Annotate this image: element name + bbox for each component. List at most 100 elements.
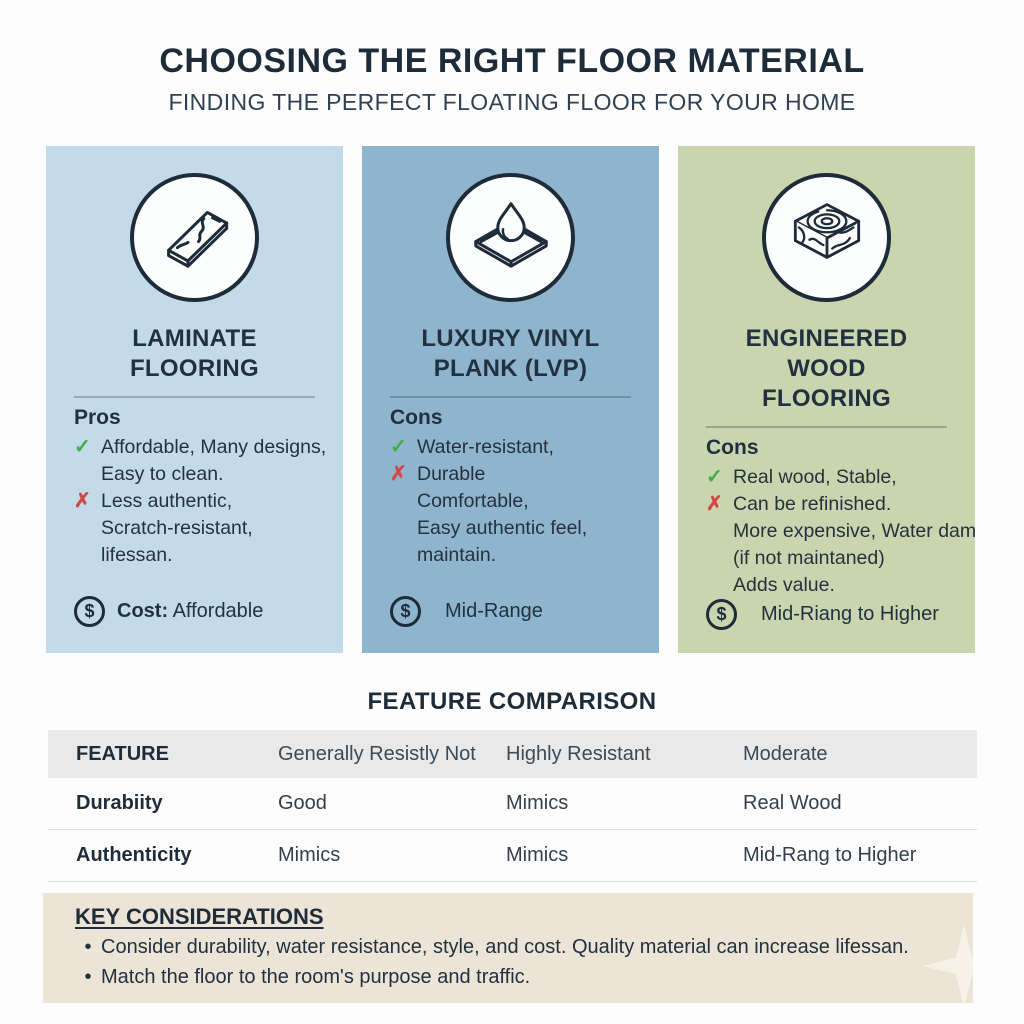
list-item: (if not maintaned) [706,545,947,572]
item-text: (if not maintaned) [733,547,885,569]
pros-cons-heading: Cons [706,436,759,459]
list-item: ✓ Real wood, Stable, [706,464,947,491]
list-item: Comfortable, [390,488,631,515]
column-header: Highly Resistant [506,742,651,765]
comparison-heading: FEATURE COMPARISON [367,688,657,715]
page-subtitle: FINDING THE PERFECT FLOATING FLOOR FOR Y… [168,89,856,115]
bullet-item: • Consider durability, water resistance,… [75,935,973,960]
list-item: ✓ Water-resistant, [390,434,631,461]
list-item: ✓ Affordable, Many designs, [74,434,326,461]
cost-value: Affordable [172,600,264,622]
card-title: LUXURY VINYL PLANK (LVP) [390,324,631,384]
card-title: ENGINEERED WOOD FLOORING [706,324,947,414]
bullet-item: • Match the floor to the room's purpose … [75,965,973,990]
cross-icon: ✗ [706,493,723,515]
dollar-glyph: $ [400,601,411,621]
pros-cons-heading: Cons [390,406,443,429]
item-text: lifessan. [101,544,173,566]
key-considerations-panel: KEY CONSIDERATIONS • Consider durability… [43,893,973,1003]
card-title-line: PLANK (LVP) [433,355,588,382]
item-text: Can be refinished. [733,493,892,515]
water-drop-tile-icon [446,173,575,302]
row-label: Durabiity [76,792,163,814]
card-title-line: ENGINEERED WOOD [745,325,908,382]
item-text: Durable [417,463,486,485]
list-item: Scratch-resistant, [74,515,315,542]
cross-icon: ✗ [74,490,91,512]
item-text: More expensive, Water damag [733,520,975,542]
list-item: maintain. [390,542,631,569]
table-header-row: FEATURE Generally Resistly Not Highly Re… [48,730,977,778]
dollar-glyph: $ [84,601,95,621]
feature-list: ✓ Water-resistant, ✗ Durable Comfortable, … [390,434,631,569]
card-title: LAMINATE FLOORING [74,324,315,384]
check-icon: ✓ [706,466,723,488]
bullet-icon: • [84,936,92,958]
dollar-glyph: $ [716,604,727,624]
cost-label: Cost: [117,600,169,622]
page-title: CHOOSING THE RIGHT FLOOR MATERIAL [159,42,865,80]
item-text: Comfortable, [417,490,529,512]
list-item: Easy authentic feel, [390,515,631,542]
list-item: Adds value. [706,572,947,599]
item-text: Easy authentic feel, [417,517,588,539]
laminate-plank-icon [130,173,259,302]
feature-list: ✓ Real wood, Stable, ✗ Can be refinished. … [706,464,975,599]
card-luxury-vinyl-plank: LUXURY VINYL PLANK (LVP) Cons ✓ Water-res… [362,146,659,653]
cost-row: $ Mid-Range [390,596,631,627]
table-row: Authenticity Mimics Mimics Mid-Rang to H… [48,830,977,882]
key-considerations-heading: KEY CONSIDERATIONS [75,904,324,929]
item-text: Scratch-resistant, [101,517,253,539]
card-title-line: LAMINATE [132,325,257,352]
feature-comparison-table: FEATURE Generally Resistly Not Highly Re… [48,730,977,882]
card-title-line: FLOORING [129,355,260,382]
item-text: Water-resistant, [417,436,554,458]
card-title-line: FLOORING [761,385,892,412]
table-row: Durabiity Good Mimics Real Wood [48,778,977,830]
table-cell: Good [278,792,327,814]
divider [74,396,315,398]
cost-text: Mid-Range [445,600,543,623]
check-icon: ✓ [74,436,91,458]
card-title-line: LUXURY VINYL [421,325,600,352]
table-cell: Mimics [506,792,569,814]
cost-row: $ Mid-Riang to Higher [706,599,947,630]
card-engineered-wood: ENGINEERED WOOD FLOORING Cons ✓ Real wood… [678,146,975,653]
cost-value: Mid-Riang to Higher [761,603,939,625]
item-text: Less authentic, [101,490,233,512]
material-cards: LAMINATE FLOORING Pros ✓ Affordable, Many… [46,146,975,653]
table-cell: Real Wood [743,792,842,814]
bullet-text: Consider durability, water resistance, s… [101,936,909,958]
dollar-icon: $ [390,596,421,627]
bullet-icon: • [84,966,92,988]
cost-row: $ Cost: Affordable [74,596,315,627]
list-item: Easy to clean. [74,461,315,488]
header: CHOOSING THE RIGHT FLOOR MATERIAL FINDIN… [0,42,1024,116]
table-cell: Mid-Rang to Higher [743,844,917,866]
row-label: Authenticity [76,844,192,866]
dollar-icon: $ [706,599,737,630]
list-item: More expensive, Water damag [706,518,975,545]
cost-text: Cost: Affordable [117,600,263,623]
bullet-text: Match the floor to the room's purpose an… [101,966,531,988]
list-item: ✗ Can be refinished. [706,491,947,518]
cost-value: Mid-Range [445,600,543,622]
divider [390,396,631,398]
feature-list: ✓ Affordable, Many designs, Easy to clean… [74,434,326,569]
item-text: Affordable, Many designs, [101,436,327,458]
item-text: Real wood, Stable, [733,466,897,488]
card-laminate-flooring: LAMINATE FLOORING Pros ✓ Affordable, Many… [46,146,343,653]
column-header: Moderate [743,742,828,765]
column-header: FEATURE [76,742,169,765]
cost-text: Mid-Riang to Higher [761,603,939,626]
pros-cons-heading: Pros [74,406,121,429]
cross-icon: ✗ [390,463,407,485]
column-header: Generally Resistly Not [278,742,476,765]
table-cell: Mimics [278,844,341,866]
check-icon: ✓ [390,436,407,458]
list-item: lifessan. [74,542,315,569]
dollar-icon: $ [74,596,105,627]
divider [706,426,947,428]
list-item: ✗ Durable [390,461,631,488]
